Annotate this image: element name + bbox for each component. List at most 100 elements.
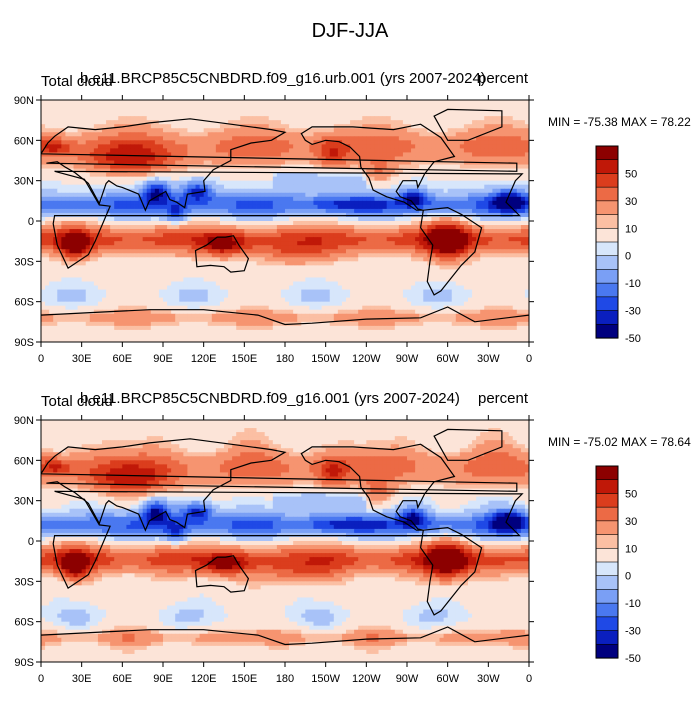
contour-cell (57, 200, 62, 206)
contour-cell (138, 241, 144, 246)
contour-cell (187, 152, 192, 157)
contour-cell (81, 253, 87, 258)
contour-cell (398, 160, 404, 165)
contour-cell (248, 225, 253, 230)
contour-cell (378, 160, 383, 165)
contour-cell (468, 253, 473, 258)
contour-cell (337, 164, 343, 169)
contour-cell (350, 237, 355, 242)
contour-cell (236, 120, 241, 125)
contour-cell (102, 180, 107, 186)
contour-cell (264, 168, 270, 173)
contour-cell (447, 180, 453, 186)
contour-cell (313, 140, 318, 145)
contour-cell (325, 229, 331, 234)
contour-cell (154, 208, 160, 214)
contour-cell (293, 249, 298, 254)
contour-cell (293, 140, 298, 145)
contour-cell (402, 128, 408, 133)
contour-cell (110, 192, 115, 198)
contour-cell (252, 104, 257, 109)
contour-cell (476, 196, 481, 202)
contour-cell (163, 225, 168, 230)
contour-cell (366, 152, 371, 157)
contour-cell (285, 100, 290, 105)
contour-cell (488, 124, 493, 129)
contour-cell (431, 225, 436, 230)
contour-cell (455, 108, 461, 113)
contour-cell (476, 164, 481, 169)
contour-cell (219, 216, 225, 222)
contour-cell (289, 237, 294, 242)
contour-cell (455, 184, 461, 190)
contour-cell (65, 116, 70, 121)
contour-cell (256, 241, 261, 246)
contour-cell (167, 229, 172, 234)
contour-cell (468, 200, 473, 206)
contour-cell (476, 128, 481, 133)
contour-cell (496, 184, 501, 190)
contour-cell (325, 221, 331, 226)
contour-cell (415, 108, 420, 113)
contour-cell (516, 160, 522, 165)
contour-cell (455, 152, 461, 157)
contour-cell (81, 156, 87, 161)
contour-cell (386, 120, 392, 125)
contour-cell (386, 253, 392, 258)
contour-cell (146, 116, 152, 121)
contour-cell (524, 200, 530, 206)
contour-cell (142, 233, 148, 238)
contour-cell (305, 261, 310, 266)
contour-cell (264, 148, 270, 153)
contour-cell (49, 196, 54, 202)
contour-cell (232, 152, 237, 157)
contour-cell (524, 104, 530, 109)
contour-cell (244, 152, 249, 157)
contour-cell (260, 188, 266, 194)
contour-cell (228, 160, 233, 165)
contour-cell (122, 208, 127, 214)
contour-cell (89, 136, 95, 141)
contour-cell (394, 108, 400, 113)
contour-cell (77, 132, 83, 137)
contour-cell (163, 128, 168, 133)
contour-cell (244, 229, 249, 234)
contour-cell (358, 196, 363, 202)
contour-cell (508, 221, 514, 226)
contour-cell (297, 257, 302, 262)
contour-cell (256, 245, 261, 250)
contour-cell (224, 132, 229, 137)
contour-cell (244, 148, 249, 153)
contour-cell (183, 132, 188, 137)
contour-cell (154, 261, 160, 266)
contour-cell (321, 196, 327, 202)
contour-cell (158, 204, 164, 210)
contour-cell (248, 196, 253, 202)
contour-cell (191, 168, 196, 173)
contour-cell (301, 168, 306, 173)
contour-cell (175, 124, 180, 129)
contour-cell (228, 172, 233, 178)
contour-cell (293, 168, 298, 173)
contour-cell (138, 180, 144, 186)
contour-cell (260, 132, 266, 137)
contour-cell (350, 164, 355, 169)
contour-cell (179, 245, 184, 250)
contour-cell (447, 144, 453, 149)
contour-cell (85, 168, 91, 173)
contour-cell (110, 172, 115, 178)
contour-cell (496, 261, 501, 266)
contour-cell (252, 184, 257, 190)
contour-cell (244, 132, 249, 137)
contour-cell (175, 196, 180, 202)
contour-cell (244, 144, 249, 149)
contour-cell (394, 140, 400, 145)
contour-cell (69, 233, 74, 238)
contour-cell (297, 229, 302, 234)
contour-cell (370, 221, 375, 226)
contour-cell (93, 200, 99, 206)
contour-cell (142, 221, 148, 226)
contour-cell (81, 241, 87, 246)
contour-cell (232, 108, 237, 113)
contour-cell (150, 104, 156, 109)
